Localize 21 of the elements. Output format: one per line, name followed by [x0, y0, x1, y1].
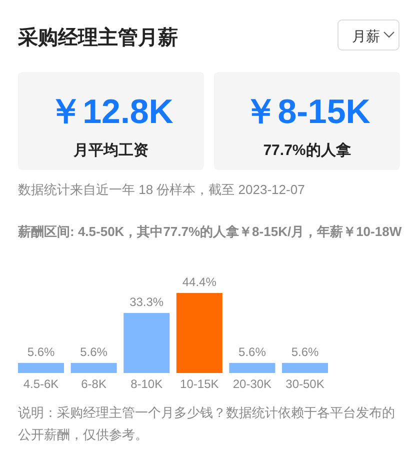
text: 采购经理主管月薪: [17, 26, 178, 49]
x-tick-label: 6-8K: [81, 377, 106, 391]
text: 77.7%的人拿: [263, 142, 351, 159]
data-label: 5.6%: [291, 344, 319, 359]
text: 月平均工资: [72, 142, 148, 159]
text: ￥12.8K: [48, 93, 174, 131]
data-label: 5.6%: [27, 344, 55, 359]
x-tick-label: 20-30K: [232, 377, 272, 391]
text: ￥8-15K: [244, 93, 371, 131]
data-label: 5.6%: [80, 344, 108, 359]
x-tick-label: 4.5-6K: [23, 377, 59, 391]
x-tick-label: 10-15K: [180, 377, 219, 391]
x-tick-label: 30-50K: [286, 377, 324, 391]
data-label: 44.4%: [182, 275, 217, 289]
dropdown: 月薪: [338, 20, 400, 50]
chart-subtitle: 薪酬区间: 4.5-50K，其中77.7%的人拿￥8-15K/月，年薪￥10-18W: [17, 224, 402, 239]
text: 说明：采购经理主管一个月多少钱？数据统计依赖于各平台发布的公开薪酬，仅供参考。: [18, 405, 395, 442]
text: 数据统计来自近一年 18 份样本，截至 2023-12-07: [18, 182, 305, 197]
data-label: 33.3%: [130, 295, 164, 309]
data-label: 5.6%: [238, 344, 266, 359]
x-tick-label: 8-10K: [130, 377, 163, 391]
